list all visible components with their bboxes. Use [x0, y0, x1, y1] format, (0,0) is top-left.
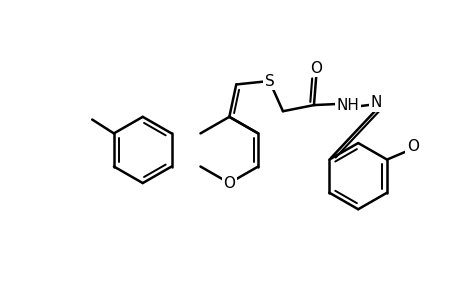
Text: N: N — [369, 95, 381, 110]
Text: O: O — [223, 176, 235, 190]
Text: O: O — [310, 61, 322, 76]
Text: O: O — [406, 139, 418, 154]
Text: S: S — [264, 74, 274, 88]
Text: NH: NH — [336, 98, 359, 113]
